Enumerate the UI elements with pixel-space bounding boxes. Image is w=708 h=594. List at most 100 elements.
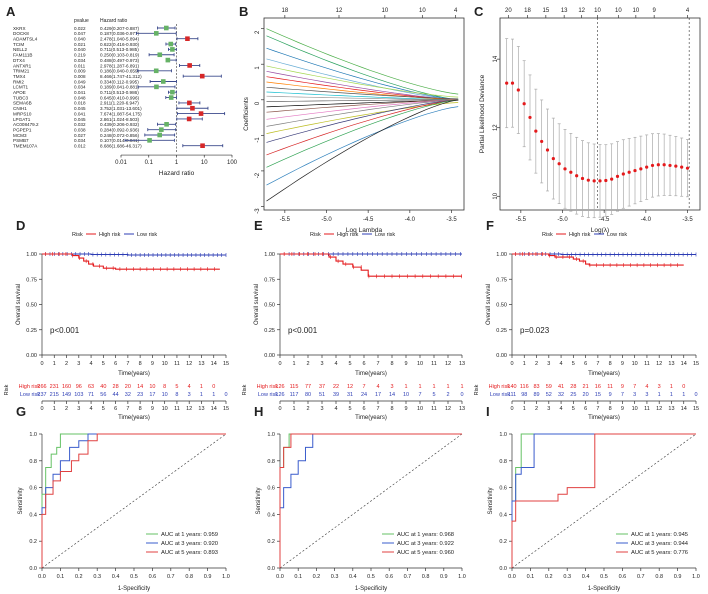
km-x-tick-label: 4 [334,361,337,367]
forest-gene-label: LPGAT1 [13,117,31,122]
risk-table-low-count: 89 [533,392,539,398]
risk-table-x-tick-label: 6 [114,406,117,412]
km-y-label: Overall survival [16,284,22,325]
risk-table-low-count: 3 [645,392,648,398]
risk-table-high-count: 16 [595,384,601,390]
km-x-tick-label: 7 [376,361,379,367]
risk-table-x-tick-label: 3 [547,406,550,412]
cv-point [680,165,684,169]
forest-hr-text: 0.622(0.416-0.930) [100,42,140,47]
lasso-top-axis-label: 4 [454,8,458,14]
roc-y-tick-label: 0.2 [499,539,507,545]
cv-point [668,163,672,168]
km-x-label: Time(years) [355,371,387,377]
risk-table-x-tick-label: 0 [278,406,281,412]
roc-legend-label: AUC at 3 years: 0.920 [161,541,218,547]
roc-y-label: Sensitivity [256,487,262,514]
forest-pvalue: 0.008 [74,74,86,79]
cv-point [615,174,620,178]
cv-point [580,176,585,181]
roc-x-tick-label: 1.0 [458,574,466,580]
risk-table-x-tick-label: 5 [572,406,575,412]
roc-curve [511,433,696,568]
risk-table-low-count: 10 [403,392,409,398]
km-y-tick-label: 0.00 [26,353,37,359]
lasso-top-axis-label: 10 [381,8,388,14]
risk-table-high-count: 1 [404,384,407,390]
risk-table-x-tick-label: 12 [186,406,192,412]
risk-table-x-tick-label: 12 [656,406,662,412]
risk-table-low-count: 20 [583,392,589,398]
roc-curve [279,433,462,568]
risk-table-low-count: 8 [175,392,178,398]
cv-point [633,168,637,173]
roc-y-tick-label: 0.0 [267,566,275,572]
forest-col-hr: Hazard ratio [100,18,127,24]
cv-point [545,148,550,152]
forest-gene-label: CNIH1 [13,106,27,111]
lasso-coef-path [266,35,459,101]
risk-table-x-tick-label: 11 [174,406,180,412]
km-y-tick-label: 0.25 [496,328,507,334]
km-legend-title: Risk [310,232,321,238]
risk-table-x-tick-label: 2 [535,406,538,412]
risk-table-label-high: High risk [19,384,41,390]
lasso-top-axis-label: 12 [336,8,343,14]
km-x-tick-label: 5 [572,361,575,367]
km-x-tick-label: 13 [668,361,674,367]
forest-gene-label: SEMA6B [13,101,32,106]
risk-table-x-tick-label: 4 [90,406,93,412]
risk-table-low-count: 117 [290,392,299,398]
risk-table-low-count: 80 [305,392,311,398]
km-y-tick-label: 1.00 [26,252,37,258]
risk-table-low-count: 44 [113,392,119,398]
risk-table-x-tick-label: 7 [376,406,379,412]
cv-point [650,163,655,168]
lasso-x-label: Log Lambda [346,227,383,234]
roc-x-tick-label: 0.0 [508,574,516,580]
risk-table-high-count: 0 [212,384,215,390]
km-x-tick-label: 13 [198,361,204,367]
lasso-coef-path [266,99,459,143]
risk-table-low-count: 9 [609,392,612,398]
roc-curve [511,433,696,568]
risk-table-label-high: High risk [489,384,511,390]
risk-table-x-tick-label: 13 [668,406,674,412]
forest-gene-label: ADAMTSL4 [13,37,38,42]
risk-table-low-count: 3 [633,392,636,398]
risk-table-low-count: 5 [432,392,435,398]
risk-table-low-count: 31 [347,392,353,398]
km-x-tick-label: 8 [390,361,393,367]
risk-table-low-count: 7 [621,392,624,398]
risk-table-x-tick-label: 12 [445,406,451,412]
km-legend-low: Low risk [137,232,157,238]
km-x-tick-label: 2 [306,361,309,367]
risk-table-high-count: 12 [347,384,353,390]
km-pvalue: p=0.023 [520,326,550,335]
forest-gene-label: TUBC3 [13,95,29,100]
km-x-tick-label: 15 [223,361,229,367]
forest-point [157,132,162,138]
risk-table-low-count: 17 [149,392,155,398]
risk-table-low-count: 71 [88,392,94,398]
roc-x-tick-label: 0.1 [527,574,535,580]
risk-table-x-tick-label: 6 [584,406,587,412]
roc-x-tick-label: 0.0 [38,574,46,580]
risk-table-x-tick-label: 5 [348,406,351,412]
roc-x-tick-label: 0.7 [404,574,412,580]
lasso-coef-path [266,86,459,100]
forest-point [187,63,192,68]
km-x-tick-label: 14 [681,361,687,367]
cv-point [598,179,602,183]
panel-label-g: G [16,404,26,419]
forest-gene-label: FAM111B [13,53,33,58]
risk-table-low-count: 23 [137,392,143,398]
forest-pvalue: 0.045 [74,106,86,111]
roc-x-tick-label: 0.7 [637,574,645,580]
cv-top-axis-label: 10 [615,8,622,14]
risk-table-x-tick-label: 11 [644,406,650,412]
forest-hr-text: 8.466(1.747-41.312) [100,74,142,79]
risk-table-low-count: 0 [694,392,697,398]
risk-table-high-count: 28 [113,384,119,390]
